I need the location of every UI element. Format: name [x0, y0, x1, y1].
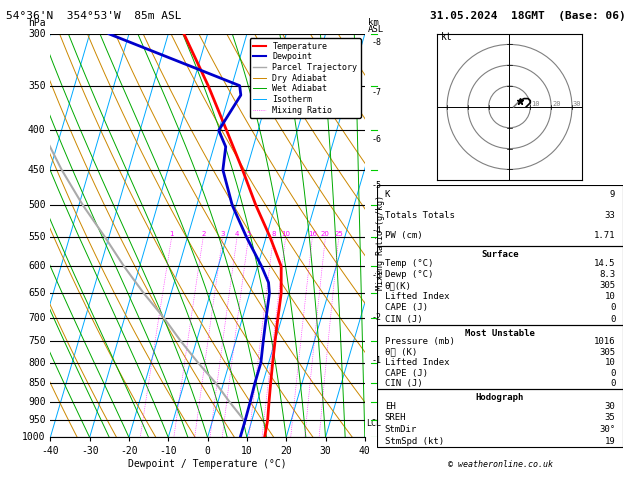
Text: 0: 0 [610, 314, 615, 324]
Text: θᴇ (K): θᴇ (K) [385, 347, 417, 357]
Text: Lifted Index: Lifted Index [385, 358, 449, 367]
Text: θᴇ(K): θᴇ(K) [385, 281, 411, 290]
Text: 950: 950 [28, 415, 46, 425]
Text: 850: 850 [28, 378, 46, 388]
Text: 450: 450 [28, 165, 46, 175]
Text: 750: 750 [28, 336, 46, 346]
Text: Pressure (mb): Pressure (mb) [385, 337, 455, 346]
Text: LCL: LCL [366, 419, 381, 428]
Text: 16: 16 [308, 231, 317, 237]
Text: 1: 1 [169, 231, 174, 237]
Text: 10: 10 [532, 101, 540, 107]
Text: 305: 305 [599, 347, 615, 357]
Text: 1.71: 1.71 [594, 231, 615, 240]
Text: © weatheronline.co.uk: © weatheronline.co.uk [448, 460, 552, 469]
Text: Most Unstable: Most Unstable [465, 329, 535, 338]
Text: CAPE (J): CAPE (J) [385, 303, 428, 312]
Text: StmSpd (kt): StmSpd (kt) [385, 437, 444, 446]
Text: 20: 20 [552, 101, 560, 107]
Text: 400: 400 [28, 125, 46, 136]
Text: 700: 700 [28, 313, 46, 323]
Text: 3: 3 [221, 231, 225, 237]
X-axis label: Dewpoint / Temperature (°C): Dewpoint / Temperature (°C) [128, 459, 287, 469]
Text: 31.05.2024  18GMT  (Base: 06): 31.05.2024 18GMT (Base: 06) [430, 11, 626, 21]
Text: CIN (J): CIN (J) [385, 379, 423, 388]
Text: 35: 35 [604, 414, 615, 422]
Text: 1016: 1016 [594, 337, 615, 346]
Text: 900: 900 [28, 397, 46, 407]
Text: hPa: hPa [28, 18, 46, 28]
Text: StmDir: StmDir [385, 425, 417, 434]
Text: 14.5: 14.5 [594, 259, 615, 268]
Text: 20: 20 [321, 231, 330, 237]
Text: -5: -5 [371, 181, 381, 191]
Text: 300: 300 [28, 29, 46, 39]
Text: 0: 0 [610, 303, 615, 312]
Text: Mixing Ratio (g/kg): Mixing Ratio (g/kg) [376, 195, 385, 291]
Text: -3: -3 [371, 271, 381, 279]
Text: 9: 9 [610, 191, 615, 199]
Text: Temp (°C): Temp (°C) [385, 259, 433, 268]
Text: 600: 600 [28, 261, 46, 271]
Text: EH: EH [385, 402, 396, 411]
Text: Hodograph: Hodograph [476, 393, 524, 402]
Text: -2: -2 [371, 313, 381, 322]
Text: 10: 10 [604, 292, 615, 301]
Text: 0: 0 [610, 368, 615, 378]
Text: 550: 550 [28, 232, 46, 242]
Text: 800: 800 [28, 358, 46, 367]
Text: -4: -4 [371, 226, 381, 235]
Text: 54°36'N  354°53'W  85m ASL: 54°36'N 354°53'W 85m ASL [6, 11, 182, 21]
Text: ASL: ASL [368, 25, 384, 34]
Text: 8.3: 8.3 [599, 270, 615, 279]
Text: -6: -6 [371, 135, 381, 144]
Text: 33: 33 [604, 211, 615, 220]
Text: 10: 10 [604, 358, 615, 367]
Text: 30: 30 [573, 101, 582, 107]
Text: km: km [368, 17, 379, 27]
Text: 25: 25 [335, 231, 343, 237]
Text: Surface: Surface [481, 250, 519, 260]
Text: -8: -8 [371, 38, 381, 47]
Text: 30: 30 [604, 402, 615, 411]
Text: 350: 350 [28, 81, 46, 91]
Text: CIN (J): CIN (J) [385, 314, 423, 324]
Text: CAPE (J): CAPE (J) [385, 368, 428, 378]
Text: SREH: SREH [385, 414, 406, 422]
Text: 19: 19 [604, 437, 615, 446]
Text: 2: 2 [201, 231, 206, 237]
Text: K: K [385, 191, 390, 199]
Legend: Temperature, Dewpoint, Parcel Trajectory, Dry Adiabat, Wet Adiabat, Isotherm, Mi: Temperature, Dewpoint, Parcel Trajectory… [250, 38, 360, 118]
Text: 30°: 30° [599, 425, 615, 434]
Text: 305: 305 [599, 281, 615, 290]
Text: 650: 650 [28, 288, 46, 298]
Text: -7: -7 [371, 88, 381, 97]
Text: -1: -1 [371, 356, 381, 364]
Text: 1000: 1000 [22, 433, 46, 442]
Text: 8: 8 [271, 231, 276, 237]
Text: Dewp (°C): Dewp (°C) [385, 270, 433, 279]
Text: PW (cm): PW (cm) [385, 231, 423, 240]
Text: 500: 500 [28, 200, 46, 210]
Text: Totals Totals: Totals Totals [385, 211, 455, 220]
Text: kt: kt [441, 32, 452, 42]
Text: 0: 0 [610, 379, 615, 388]
Text: 5: 5 [247, 231, 251, 237]
Text: 10: 10 [281, 231, 290, 237]
Text: 4: 4 [235, 231, 239, 237]
Text: Lifted Index: Lifted Index [385, 292, 449, 301]
